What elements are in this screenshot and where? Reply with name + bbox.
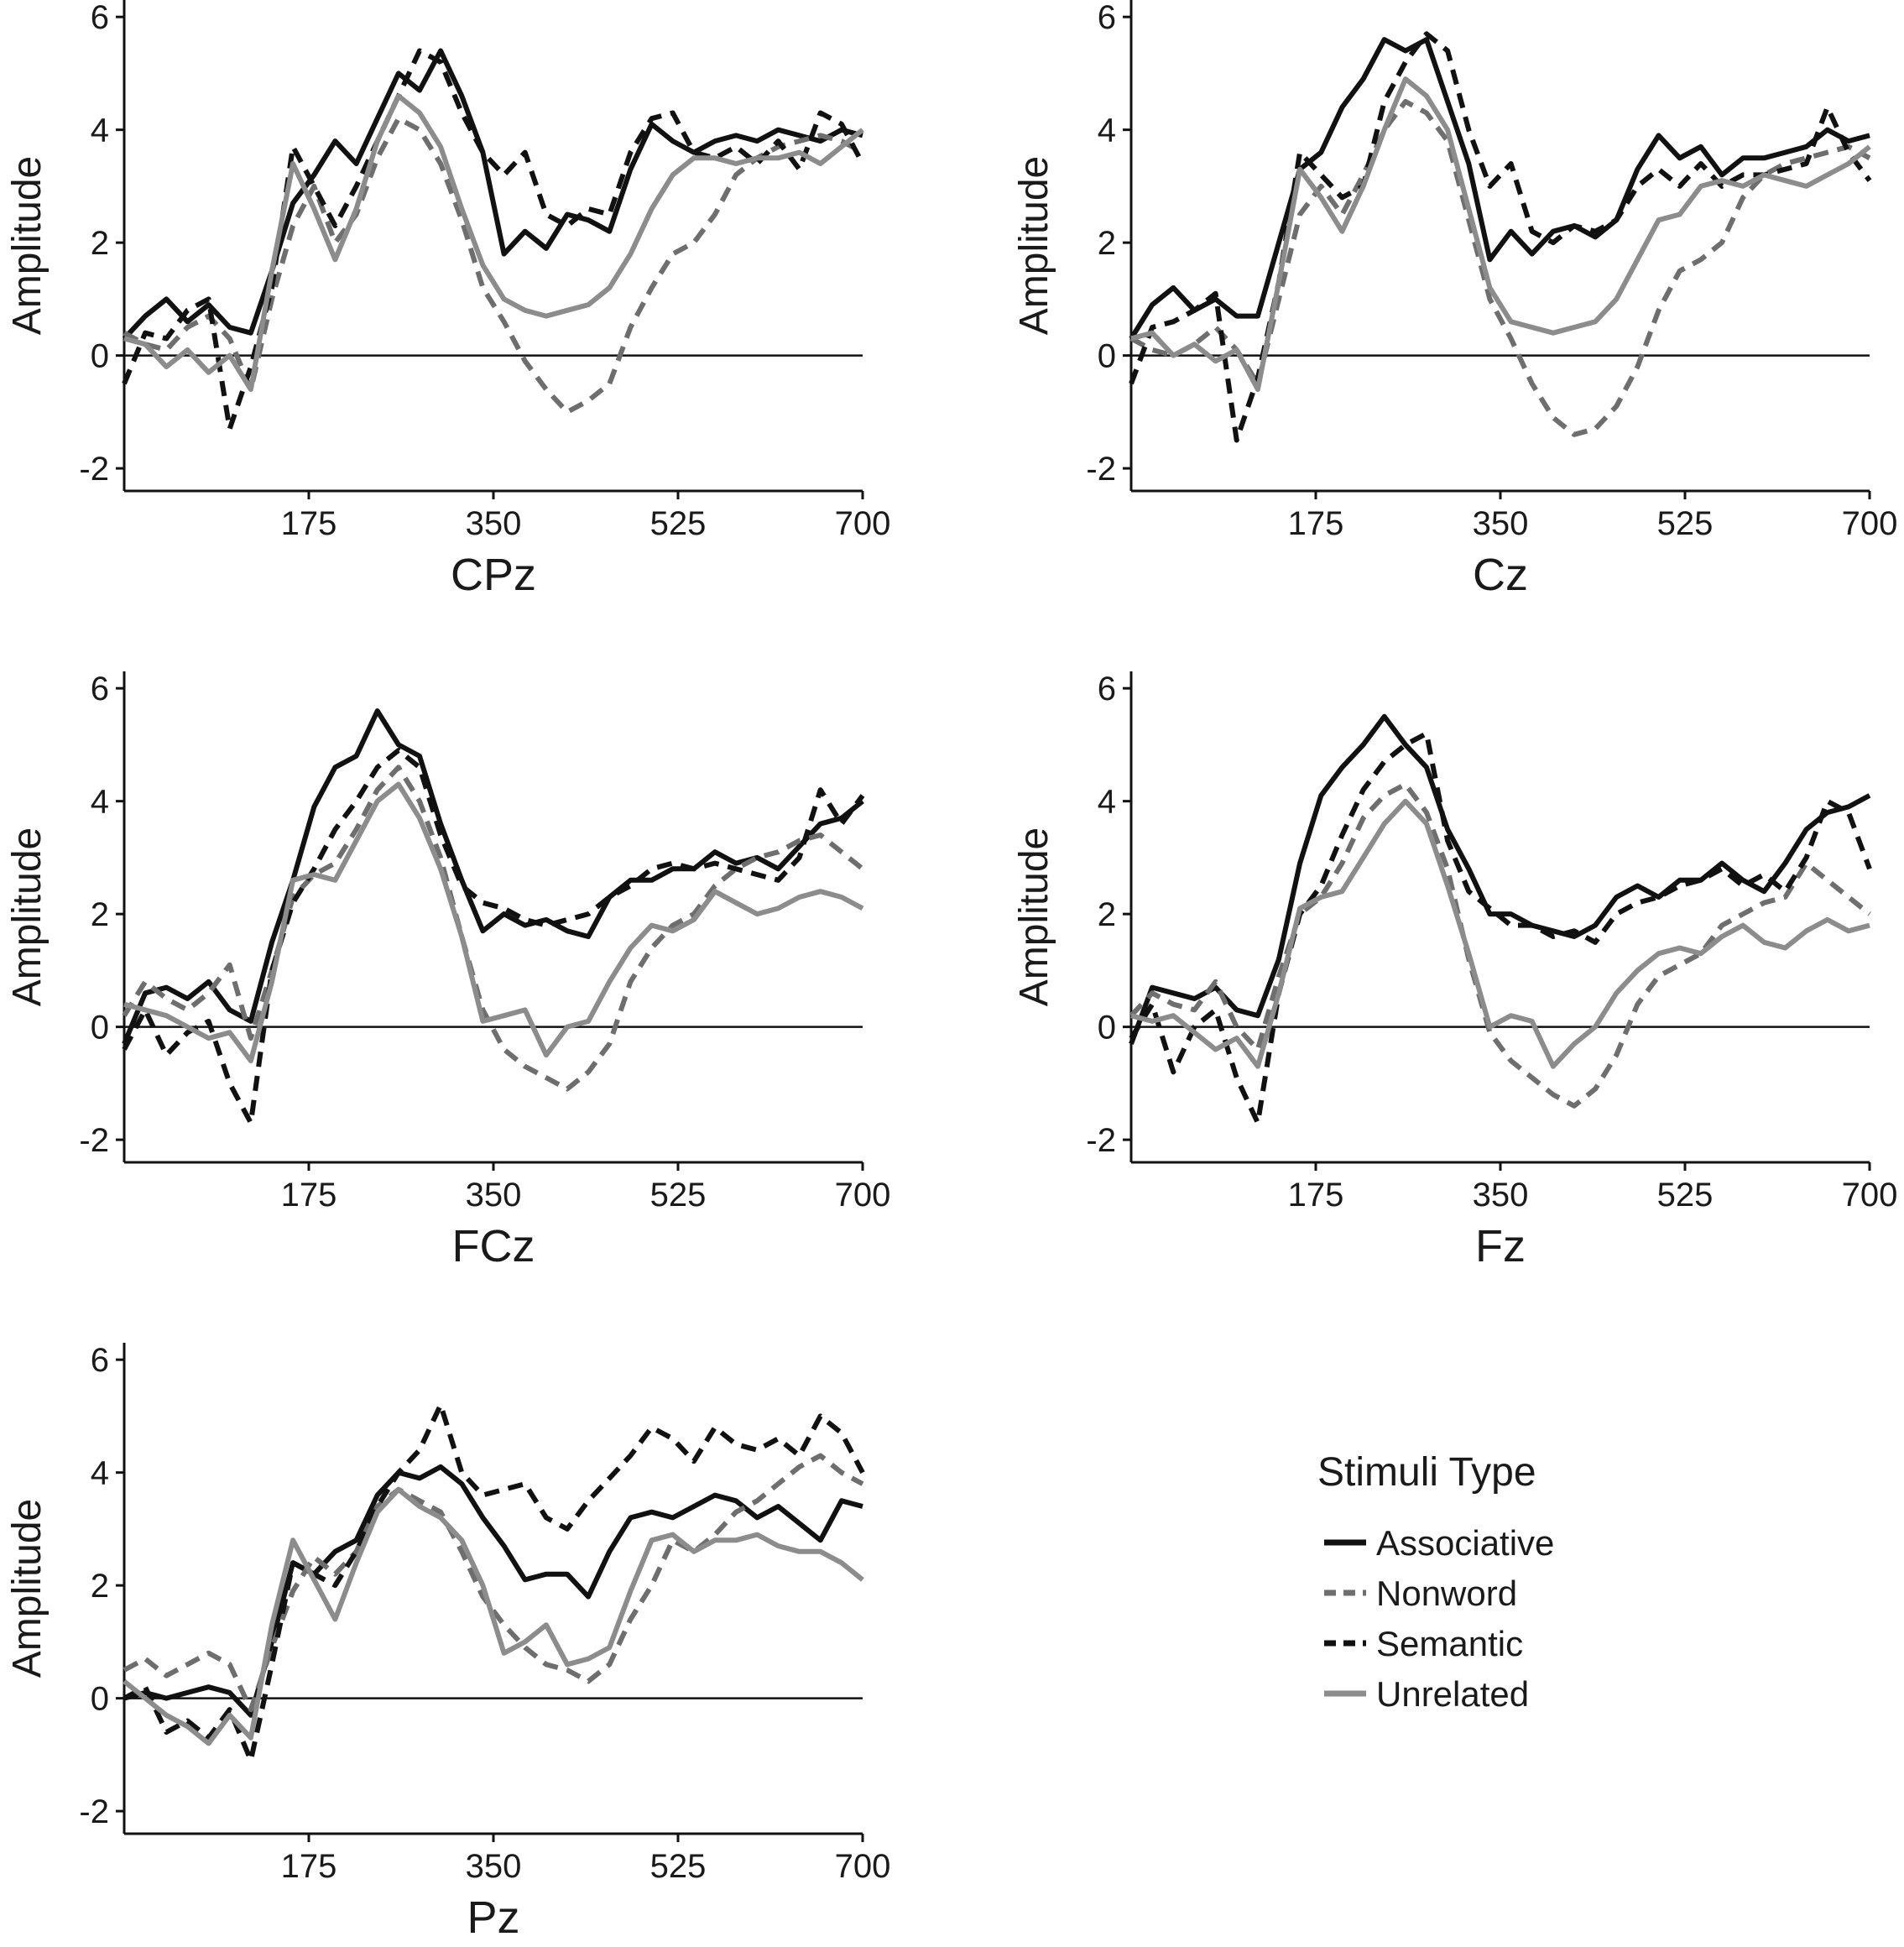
- legend-title: Stimuli Type: [1317, 1450, 1536, 1495]
- series-line-semantic: [122, 48, 865, 431]
- x-tick-label: 350: [466, 1848, 522, 1885]
- x-tick-label: 350: [1473, 1177, 1529, 1214]
- series-line-unrelated: [1130, 76, 1871, 392]
- legend: Stimuli Type Associative Nonword Semantic U…: [1317, 1450, 1554, 1714]
- y-tick-label: 4: [91, 784, 109, 821]
- series-line-semantic: [123, 1402, 865, 1763]
- y-tick-label: 2: [1098, 225, 1116, 262]
- x-tick-label: 700: [835, 505, 891, 542]
- series-line-unrelated: [123, 781, 864, 1063]
- x-tick-label: 525: [1657, 505, 1714, 542]
- y-axis-title: Amplitude: [5, 1499, 50, 1678]
- y-tick-label: 0: [91, 338, 109, 375]
- series-line-nonword: [122, 765, 864, 1092]
- y-tick-label: 4: [91, 1455, 109, 1492]
- y-tick-label: -2: [79, 451, 109, 488]
- y-axis-title: Amplitude: [5, 827, 50, 1006]
- x-tick-label: 175: [281, 1848, 337, 1885]
- panels: -2 0 2 4 6 175 350 525 700 Amplitude CPz -2 0 2 4 6 175 3…: [5, 0, 1897, 1943]
- series-line-associative: [123, 1464, 863, 1718]
- y-axis-title: Amplitude: [5, 156, 50, 335]
- y-tick-label: 2: [91, 896, 109, 933]
- series-line-unrelated: [123, 93, 864, 392]
- x-tick-label: 700: [835, 1848, 891, 1885]
- x-tick-label: 525: [650, 1848, 707, 1885]
- series-line-unrelated: [1130, 798, 1870, 1069]
- x-tick-label: 525: [1657, 1177, 1714, 1214]
- y-tick-label: 4: [1098, 112, 1116, 149]
- legend-item-nonword: Nonword: [1324, 1574, 1517, 1613]
- y-tick-label: -2: [79, 1793, 109, 1830]
- y-tick-label: 6: [91, 0, 109, 36]
- series-line-associative: [122, 708, 864, 1045]
- legend-label: Semantic: [1376, 1624, 1523, 1663]
- series-line-nonword: [1129, 781, 1871, 1109]
- legend-item-associative: Associative: [1324, 1523, 1554, 1563]
- x-tick-label: 525: [650, 505, 707, 542]
- panel-pz: -2 0 2 4 6 175 350 525 700 Amplitude Pz: [5, 1342, 890, 1943]
- legend-item-semantic: Semantic: [1324, 1624, 1523, 1663]
- legend-items: Associative Nonword Semantic Unrelated: [1324, 1523, 1554, 1714]
- y-tick-label: 0: [1098, 338, 1116, 375]
- x-tick-label: 700: [1842, 505, 1898, 542]
- x-tick-label: 350: [466, 1177, 522, 1214]
- x-tick-label: 175: [1288, 505, 1344, 542]
- x-tick-label: 700: [1842, 1177, 1898, 1214]
- y-tick-label: -2: [79, 1122, 109, 1159]
- y-tick-label: 0: [91, 1681, 109, 1718]
- panel-label: Cz: [1473, 550, 1528, 600]
- series-line-associative: [122, 48, 863, 341]
- panel-label: FCz: [452, 1221, 535, 1271]
- y-tick-label: 0: [91, 1010, 109, 1047]
- x-tick-label: 700: [835, 1177, 891, 1214]
- y-tick-label: 6: [1098, 671, 1116, 707]
- x-tick-label: 350: [1473, 505, 1529, 542]
- panel-label: Fz: [1475, 1221, 1526, 1271]
- y-tick-label: 6: [91, 1342, 109, 1379]
- series-line-nonword: [1129, 99, 1871, 437]
- panel-cpz: -2 0 2 4 6 175 350 525 700 Amplitude CPz: [5, 0, 890, 600]
- y-tick-label: -2: [1086, 1122, 1116, 1159]
- panel-label: CPz: [451, 550, 536, 600]
- series-line-associative: [1129, 37, 1870, 340]
- panel-cz: -2 0 2 4 6 175 350 525 700 Amplitude Cz: [1012, 0, 1897, 600]
- y-tick-label: 6: [91, 671, 109, 707]
- y-tick-label: 0: [1098, 1010, 1116, 1047]
- y-tick-label: 6: [1098, 0, 1116, 36]
- y-tick-label: 2: [1098, 896, 1116, 933]
- x-tick-label: 525: [650, 1177, 707, 1214]
- panel-fcz: -2 0 2 4 6 175 350 525 700 Amplitude FCz: [5, 671, 890, 1271]
- y-tick-label: 2: [91, 1568, 109, 1605]
- y-tick-label: -2: [1086, 451, 1116, 488]
- legend-label: Unrelated: [1376, 1674, 1529, 1714]
- x-tick-label: 175: [281, 1177, 337, 1214]
- x-tick-label: 175: [1288, 1177, 1344, 1214]
- y-axis-title: Amplitude: [1012, 156, 1056, 335]
- y-tick-label: 4: [91, 112, 109, 149]
- legend-label: Nonword: [1376, 1574, 1517, 1613]
- series-line-semantic: [1129, 731, 1872, 1125]
- y-tick-label: 2: [91, 225, 109, 262]
- series-line-unrelated: [123, 1486, 864, 1746]
- x-tick-label: 350: [466, 505, 522, 542]
- panel-label: Pz: [467, 1892, 519, 1943]
- series-line-semantic: [122, 748, 865, 1125]
- legend-item-unrelated: Unrelated: [1324, 1674, 1529, 1714]
- series-line-semantic: [1129, 31, 1872, 443]
- legend-label: Associative: [1376, 1523, 1554, 1563]
- panel-fz: -2 0 2 4 6 175 350 525 700 Amplitude Fz: [1012, 671, 1897, 1271]
- y-axis-title: Amplitude: [1012, 827, 1056, 1006]
- x-tick-label: 175: [281, 505, 337, 542]
- y-tick-label: 4: [1098, 784, 1116, 821]
